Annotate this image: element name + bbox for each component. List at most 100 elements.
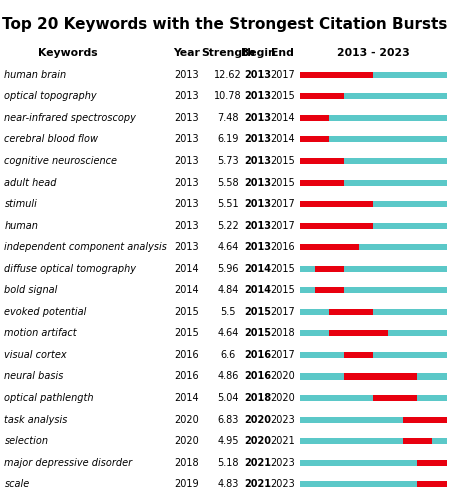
Text: 2019: 2019 bbox=[174, 479, 198, 489]
Bar bbox=[300, 201, 374, 207]
Text: 2016: 2016 bbox=[245, 350, 272, 360]
Text: Top 20 Keywords with the Strongest Citation Bursts: Top 20 Keywords with the Strongest Citat… bbox=[2, 18, 447, 32]
Text: 2013: 2013 bbox=[245, 156, 272, 166]
Text: 5.22: 5.22 bbox=[217, 220, 239, 230]
Text: 2013: 2013 bbox=[174, 113, 198, 123]
Text: cerebral blood flow: cerebral blood flow bbox=[4, 134, 98, 144]
Bar bbox=[418, 460, 447, 466]
Text: cognitive neuroscience: cognitive neuroscience bbox=[4, 156, 118, 166]
Text: 2013: 2013 bbox=[174, 70, 198, 80]
Text: 2023: 2023 bbox=[270, 458, 295, 468]
Text: End: End bbox=[272, 48, 294, 58]
Bar bbox=[344, 352, 374, 358]
Bar bbox=[329, 309, 374, 315]
Text: 2014: 2014 bbox=[271, 113, 295, 123]
Text: 2015: 2015 bbox=[245, 307, 272, 317]
Bar bbox=[300, 201, 447, 207]
Text: 2014: 2014 bbox=[174, 264, 198, 274]
Text: 5.04: 5.04 bbox=[217, 393, 239, 403]
Text: 2016: 2016 bbox=[174, 372, 198, 382]
Text: 2013: 2013 bbox=[174, 92, 198, 102]
Text: 4.95: 4.95 bbox=[217, 436, 239, 446]
Text: 4.64: 4.64 bbox=[217, 242, 239, 252]
Text: 2021: 2021 bbox=[245, 479, 272, 489]
Bar bbox=[300, 115, 447, 121]
Text: diffuse optical tomography: diffuse optical tomography bbox=[4, 264, 136, 274]
Text: 5.58: 5.58 bbox=[217, 178, 239, 188]
Text: 2017: 2017 bbox=[270, 199, 295, 209]
Text: 2020: 2020 bbox=[270, 393, 295, 403]
Text: 2018: 2018 bbox=[174, 458, 198, 468]
Text: neural basis: neural basis bbox=[4, 372, 64, 382]
Text: 2023: 2023 bbox=[270, 414, 295, 424]
Text: 2015: 2015 bbox=[270, 92, 295, 102]
Bar bbox=[315, 288, 344, 294]
Bar bbox=[344, 374, 418, 380]
Text: 2020: 2020 bbox=[174, 436, 199, 446]
Bar bbox=[300, 136, 329, 142]
Text: 2014: 2014 bbox=[245, 286, 272, 296]
Text: Keywords: Keywords bbox=[38, 48, 97, 58]
Text: evoked potential: evoked potential bbox=[4, 307, 87, 317]
Text: 12.62: 12.62 bbox=[214, 70, 242, 80]
Text: 2015: 2015 bbox=[174, 307, 199, 317]
Text: 2016: 2016 bbox=[245, 372, 272, 382]
Bar bbox=[300, 222, 374, 228]
Bar bbox=[300, 94, 344, 100]
Text: 4.86: 4.86 bbox=[217, 372, 239, 382]
Bar bbox=[300, 180, 447, 186]
Text: Strength: Strength bbox=[201, 48, 255, 58]
Text: 2013: 2013 bbox=[174, 156, 198, 166]
Text: 2013: 2013 bbox=[245, 134, 272, 144]
Text: 2020: 2020 bbox=[245, 414, 272, 424]
Text: 5.51: 5.51 bbox=[217, 199, 239, 209]
Text: 2013: 2013 bbox=[245, 220, 272, 230]
Text: major depressive disorder: major depressive disorder bbox=[4, 458, 132, 468]
Text: human brain: human brain bbox=[4, 70, 66, 80]
Text: 4.64: 4.64 bbox=[217, 328, 239, 338]
Text: 2017: 2017 bbox=[270, 350, 295, 360]
Bar bbox=[300, 460, 447, 466]
Text: 2016: 2016 bbox=[174, 350, 198, 360]
Text: scale: scale bbox=[4, 479, 30, 489]
Bar bbox=[300, 481, 447, 487]
Bar bbox=[300, 288, 447, 294]
Text: 2018: 2018 bbox=[245, 393, 272, 403]
Text: 2020: 2020 bbox=[174, 414, 199, 424]
Text: 2013: 2013 bbox=[245, 113, 272, 123]
Text: 5.18: 5.18 bbox=[217, 458, 239, 468]
Bar bbox=[300, 115, 329, 121]
Text: 2013: 2013 bbox=[245, 199, 272, 209]
Bar bbox=[300, 244, 447, 250]
Text: 2021: 2021 bbox=[270, 436, 295, 446]
Bar bbox=[300, 352, 447, 358]
Text: Year: Year bbox=[173, 48, 200, 58]
Text: optical topography: optical topography bbox=[4, 92, 97, 102]
Text: 2020: 2020 bbox=[245, 436, 272, 446]
Text: 6.19: 6.19 bbox=[217, 134, 239, 144]
Text: 2015: 2015 bbox=[270, 264, 295, 274]
Text: 2017: 2017 bbox=[270, 220, 295, 230]
Text: 2014: 2014 bbox=[174, 286, 198, 296]
Text: near-infrared spectroscopy: near-infrared spectroscopy bbox=[4, 113, 136, 123]
Text: visual cortex: visual cortex bbox=[4, 350, 67, 360]
Bar bbox=[329, 330, 388, 336]
Text: 2013: 2013 bbox=[245, 92, 272, 102]
Bar bbox=[300, 94, 447, 100]
Bar bbox=[418, 481, 447, 487]
Bar bbox=[300, 438, 447, 444]
Text: 2016: 2016 bbox=[271, 242, 295, 252]
Text: 2018: 2018 bbox=[271, 328, 295, 338]
Text: 4.84: 4.84 bbox=[217, 286, 239, 296]
Text: 10.78: 10.78 bbox=[214, 92, 242, 102]
Text: 2013: 2013 bbox=[174, 199, 198, 209]
Bar bbox=[300, 395, 447, 401]
Text: 2015: 2015 bbox=[270, 156, 295, 166]
Bar bbox=[300, 222, 447, 228]
Text: optical pathlength: optical pathlength bbox=[4, 393, 94, 403]
Bar bbox=[300, 374, 447, 380]
Bar bbox=[300, 416, 447, 422]
Bar bbox=[300, 158, 344, 164]
Bar bbox=[315, 266, 344, 272]
Text: 2013 - 2023: 2013 - 2023 bbox=[337, 48, 410, 58]
